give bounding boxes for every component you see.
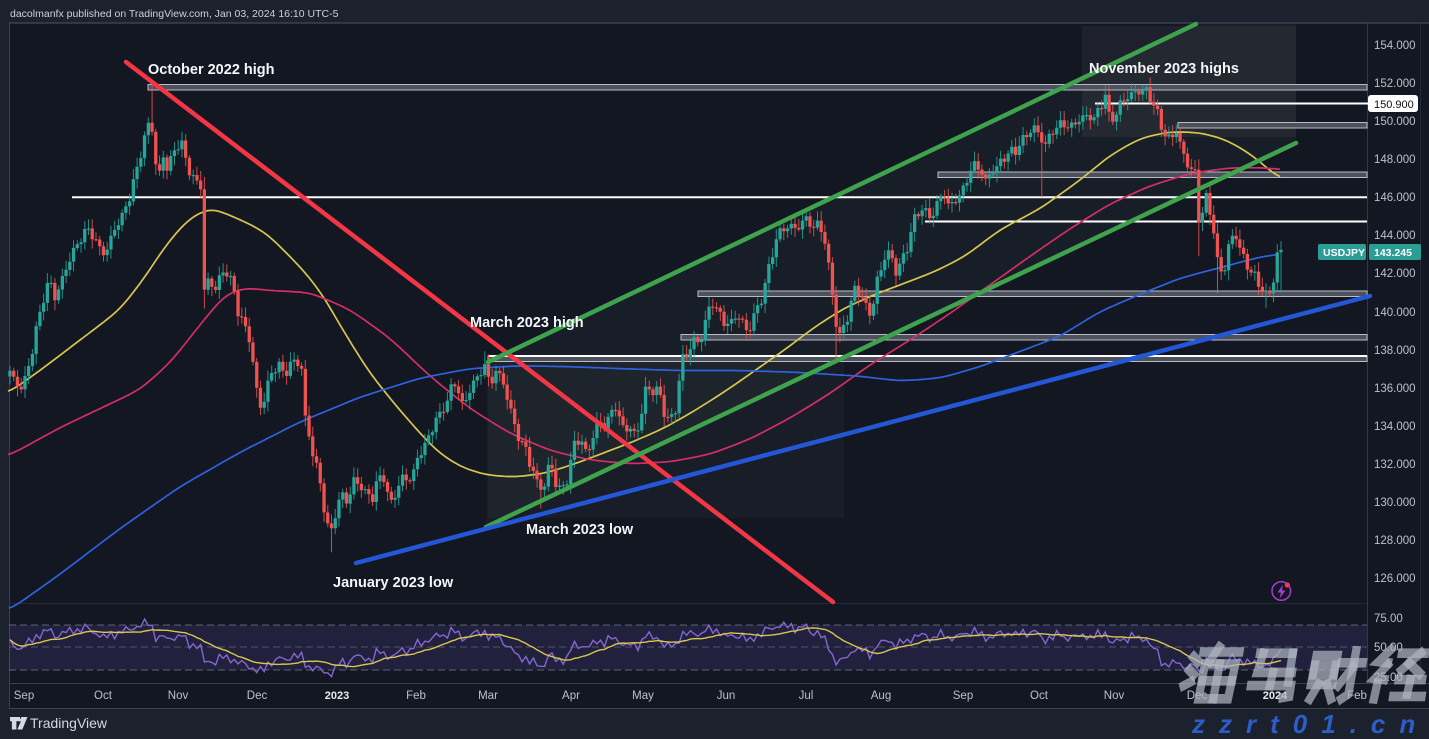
svg-text:128.000: 128.000 [1374,535,1416,547]
svg-text:134.000: 134.000 [1374,421,1416,433]
svg-text:USDJPY: USDJPY [1323,247,1365,259]
svg-text:150.000: 150.000 [1374,116,1416,128]
svg-text:Nov: Nov [1104,690,1125,702]
svg-text:Aug: Aug [871,690,891,702]
svg-text:Dec: Dec [247,690,268,702]
svg-text:140.000: 140.000 [1374,307,1416,319]
svg-text:126.000: 126.000 [1374,573,1416,585]
svg-text:March 2023 low: March 2023 low [526,522,634,538]
svg-text:148.000: 148.000 [1374,154,1416,166]
svg-text:Jun: Jun [717,690,736,702]
svg-text:October 2022 high: October 2022 high [148,62,275,78]
svg-text:142.000: 142.000 [1374,268,1416,280]
svg-text:152.000: 152.000 [1374,78,1416,90]
svg-text:146.000: 146.000 [1374,192,1416,204]
svg-text:TradingView: TradingView [30,715,108,731]
svg-text:150.900: 150.900 [1374,99,1414,111]
svg-text:144.000: 144.000 [1374,230,1416,242]
svg-text:138.000: 138.000 [1374,345,1416,357]
svg-text:Mar: Mar [478,690,498,702]
svg-text:143.245: 143.245 [1374,247,1412,259]
svg-text:Feb: Feb [406,690,426,702]
svg-text:dacolmanfx published on Tradin: dacolmanfx published on TradingView.com,… [10,8,339,20]
svg-text:132.000: 132.000 [1374,459,1416,471]
svg-text:154.000: 154.000 [1374,40,1416,52]
svg-text:zzrt01.cn: zzrt01.cn [1191,709,1429,739]
svg-text:Sep: Sep [953,690,973,702]
svg-text:136.000: 136.000 [1374,383,1416,395]
svg-text:January 2023 low: January 2023 low [333,575,454,591]
svg-text:75.00: 75.00 [1374,613,1403,625]
svg-text:March 2023 high: March 2023 high [470,315,584,331]
svg-text:Oct: Oct [1030,690,1049,702]
svg-text:2023: 2023 [325,690,349,702]
svg-text:Sep: Sep [14,690,34,702]
svg-text:Jul: Jul [799,690,814,702]
svg-text:November 2023 highs: November 2023 highs [1089,61,1239,77]
svg-text:Nov: Nov [168,690,189,702]
svg-text:130.000: 130.000 [1374,497,1416,509]
svg-text:May: May [632,690,654,702]
svg-text:Oct: Oct [94,690,113,702]
svg-text:Apr: Apr [562,690,580,702]
